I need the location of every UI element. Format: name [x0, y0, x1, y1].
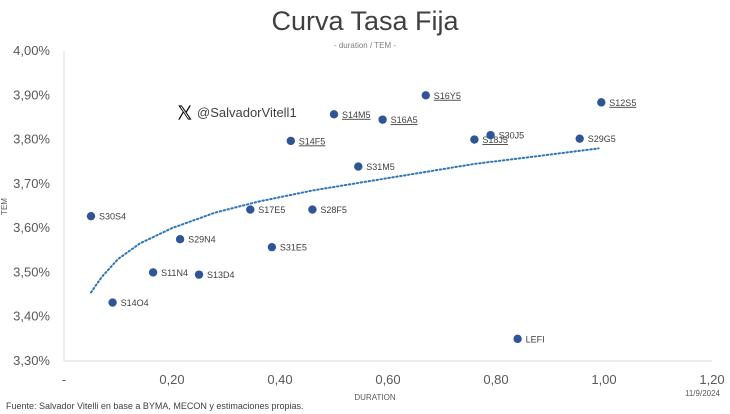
point-s31m5	[354, 162, 363, 171]
axes: 3,30% 3,40% 3,50% 3,60% 3,70% 3,80% 3,90% 4,00%…	[13, 43, 725, 387]
point-s11n4	[148, 268, 158, 277]
point-label-s29g5: S29G5	[588, 134, 616, 144]
data-points: S30S4 S14O4 S11N4 S29N4 S13D4 S17E5 S31E5 S14F5…	[86, 91, 636, 344]
point-label-s16y5: S16Y5	[434, 91, 461, 101]
point-label-s14m5: S14M5	[342, 110, 371, 120]
chart-title: Curva Tasa Fija	[271, 6, 459, 36]
point-s29g5	[575, 134, 584, 143]
point-label-s18j5: S18J5	[482, 135, 508, 145]
point-label-s31m5: S31M5	[366, 162, 395, 172]
y-tick-label: 3,90%	[13, 87, 50, 102]
point-label-s30s4: S30S4	[99, 212, 126, 222]
point-s16y5	[421, 91, 430, 100]
point-s12s5	[597, 98, 606, 107]
x-tick-label: 0,60	[375, 372, 400, 387]
point-s30j5	[486, 130, 495, 140]
y-axis-label: TEM	[0, 198, 9, 215]
point-s14o4	[108, 298, 117, 307]
point-label-s14f5: S14F5	[299, 136, 326, 146]
x-axis-label: DURATION	[354, 393, 396, 402]
point-s13d4	[194, 270, 204, 279]
point-label-s29n4: S29N4	[188, 235, 216, 245]
point-s28f5	[308, 205, 317, 214]
point-label-lefi: LEFI	[526, 334, 545, 344]
x-tick-label: 0,40	[267, 372, 292, 387]
point-label-s11n4: S11N4	[161, 268, 188, 278]
point-label-s12s5: S12S5	[609, 98, 636, 108]
x-tick-label: 0,80	[483, 372, 508, 387]
x-logo-icon	[178, 105, 192, 120]
y-tick-label: 3,40%	[13, 309, 50, 324]
x-tick-label: 1,20	[699, 372, 724, 387]
date-label: 11/9/2024	[685, 389, 720, 398]
y-tick-label: 3,70%	[13, 176, 50, 191]
y-tick-label: 3,30%	[13, 353, 50, 368]
chart-subtitle: - duration / TEM -	[333, 41, 397, 50]
point-s18j5	[470, 135, 479, 144]
point-s14f5	[286, 136, 295, 146]
point-label-s30j5: S30J5	[499, 131, 525, 141]
point-label-s16a5: S16A5	[391, 115, 418, 125]
source-note: Fuente: Salvador Vitelli en base a BYMA,…	[6, 401, 304, 411]
point-label-s13d4: S13D4	[207, 270, 235, 280]
y-tick-label: 3,60%	[13, 220, 50, 235]
trendline	[90, 147, 600, 294]
y-tick-label: 3,50%	[13, 264, 50, 279]
x-tick-label: 1,00	[591, 372, 616, 387]
point-label-s31e5: S31E5	[280, 243, 307, 253]
point-s29n4	[175, 235, 185, 244]
point-label-s28f5: S28F5	[320, 205, 347, 215]
trendline-path	[90, 147, 600, 294]
point-s17e5	[246, 205, 255, 214]
point-label-s14o4: S14O4	[121, 298, 149, 308]
x-tick-label: 0,20	[159, 372, 184, 387]
y-tick-label: 3,80%	[13, 132, 50, 147]
point-s31e5	[267, 242, 277, 252]
twitter-watermark: @SalvadorVitell1	[176, 104, 297, 121]
watermark-handle: @SalvadorVitell1	[197, 105, 297, 120]
x-tick-label: -	[62, 372, 66, 387]
y-tick-label: 4,00%	[13, 43, 50, 58]
point-s16a5	[378, 115, 387, 124]
point-s30s4	[86, 211, 96, 221]
point-s14m5	[329, 110, 339, 119]
point-label-s17e5: S17E5	[258, 205, 285, 215]
point-lefi	[513, 334, 522, 344]
